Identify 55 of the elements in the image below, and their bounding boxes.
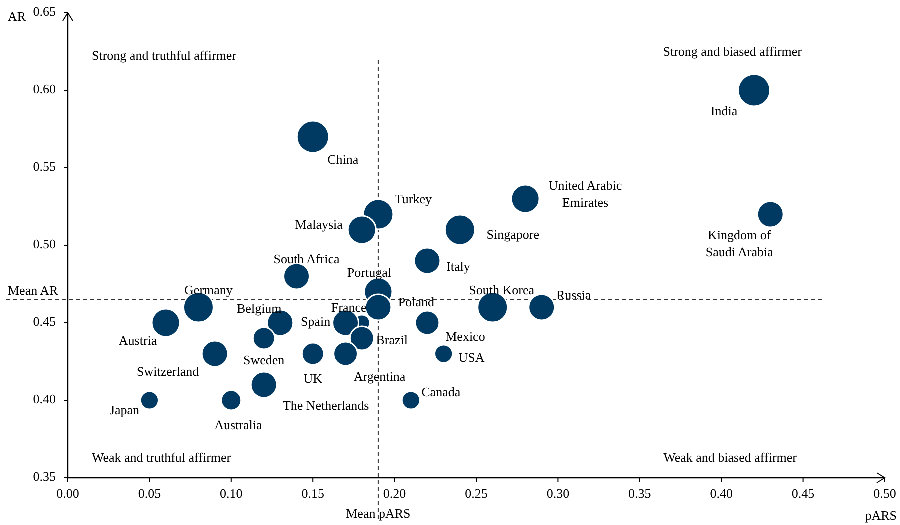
x-tick-label: 0.10 [220, 486, 243, 501]
x-tick-label: 0.50 [874, 486, 896, 501]
annotation: USA [458, 350, 486, 365]
annotation: China [328, 152, 359, 167]
annotation: Strong and biased affirmer [663, 44, 803, 59]
x-axis-title: pARS [865, 508, 897, 523]
annotation: Weak and biased affirmer [664, 450, 798, 465]
x-tick-label: 0.20 [383, 486, 406, 501]
annotation: Mexico [446, 328, 486, 344]
annotation: Portugal [347, 264, 392, 280]
y-tick-label: 0.55 [33, 158, 56, 174]
annotation: The Netherlands [282, 398, 370, 413]
annotation: Turkey [394, 191, 432, 206]
x-tick-label: 0.30 [546, 486, 570, 501]
annotation: Weak and truthful affirmer [92, 450, 232, 465]
annotation: Italy [446, 258, 471, 274]
annotation: Spain [300, 314, 332, 329]
x-tick-label: 0.35 [628, 486, 652, 501]
annotation: South Korea [469, 282, 535, 298]
annotation: Poland [398, 294, 436, 310]
y-tick-label: 0.45 [33, 314, 56, 329]
annotation: Switzerland [137, 364, 200, 379]
annotation: Belgium [237, 300, 282, 316]
x-tick-label: 0.15 [302, 486, 324, 501]
x-tick-label: 0.05 [138, 486, 162, 501]
annotation: Russia [556, 287, 592, 302]
ref-line-label: Mean pARS [346, 506, 411, 521]
annotation: France [331, 300, 368, 315]
annotation: Strong and truthful affirmer [92, 48, 238, 63]
y-tick-label: 0.60 [33, 81, 56, 96]
x-tick-label: 0.45 [792, 486, 815, 501]
x-tick-label: 0.40 [710, 486, 733, 501]
annotation: India [710, 103, 738, 118]
annotation: UK [304, 370, 324, 386]
annotation: Austria [118, 332, 158, 348]
annotation: Malaysia [295, 216, 344, 232]
y-tick-label: 0.35 [33, 468, 56, 484]
y-tick-label: 0.50 [33, 236, 56, 252]
annotation: United Arabic Emirates [548, 178, 622, 210]
ref-line-label: Mean AR [8, 282, 59, 298]
annotation: Sweden [243, 352, 286, 368]
annotation: Argentina [354, 368, 406, 384]
x-tick-label: 0.25 [465, 486, 488, 501]
y-tick-label: 0.65 [33, 4, 56, 19]
y-tick-label: 0.40 [33, 391, 56, 406]
annotation: Kingdom of Saudi Arabia [706, 227, 774, 260]
annotation: South Africa [274, 251, 340, 266]
annotation: Japan [110, 402, 140, 418]
annotation: Canada [422, 384, 461, 400]
y-axis-title: AR [8, 9, 26, 24]
annotation: Brazil [376, 332, 408, 348]
x-tick-label: 0.00 [56, 486, 80, 501]
annotation: Germany [184, 282, 234, 298]
annotation: Singapore [486, 226, 540, 242]
annotation: Australia [214, 417, 262, 432]
